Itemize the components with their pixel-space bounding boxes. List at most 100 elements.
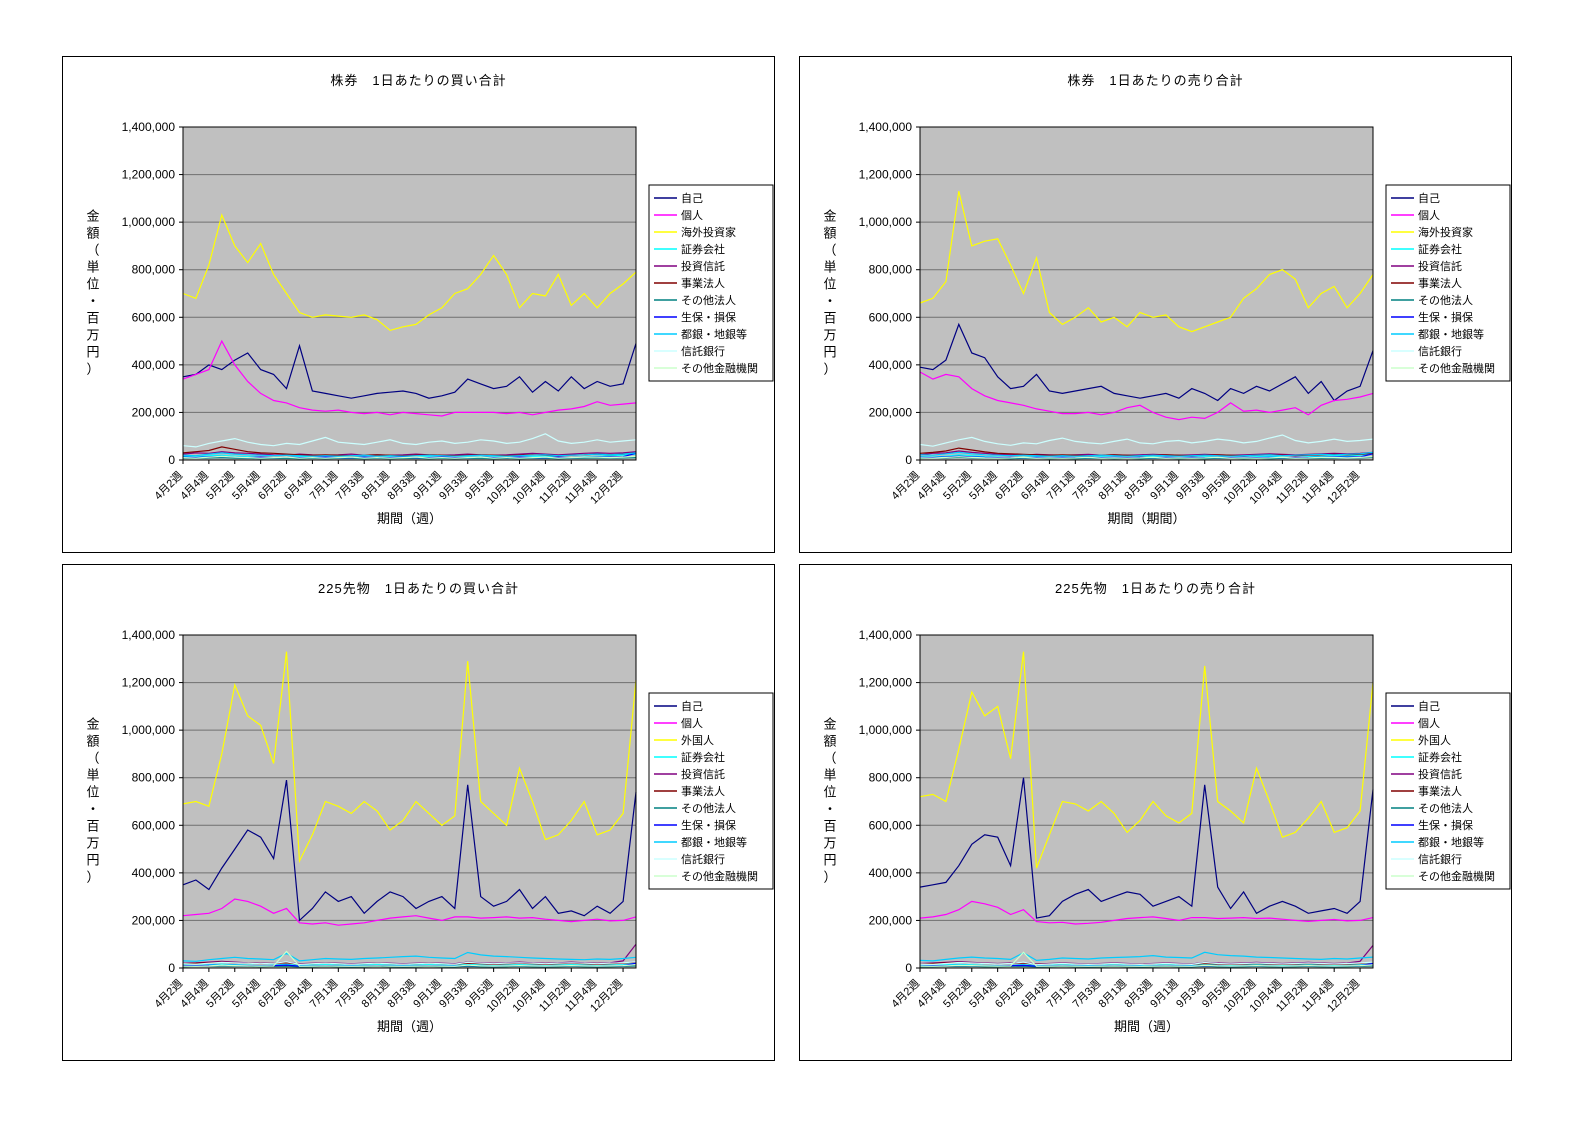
y-axis-title-char: 万 bbox=[823, 328, 836, 343]
y-tick-label: 400,000 bbox=[132, 866, 176, 880]
x-tick-label: 5月4週 bbox=[966, 469, 999, 502]
series-line-個人 bbox=[919, 371, 1374, 421]
legend-label: 個人 bbox=[1418, 209, 1440, 222]
legend-label: 個人 bbox=[1418, 717, 1440, 730]
y-tick-label: 1,200,000 bbox=[122, 168, 176, 182]
legend-label: 事業法人 bbox=[681, 784, 725, 798]
chart-title: 225先物 1日あたりの買い合計 bbox=[318, 581, 519, 596]
series-line-信託銀行 bbox=[182, 961, 637, 966]
x-tick-label: 6月2週 bbox=[992, 977, 1025, 1010]
chart-panel-futures-buy[interactable]: 225先物 1日あたりの買い合計 0 200,000 400,000 600,000 8… bbox=[62, 564, 775, 1061]
y-tick-label: 1,000,000 bbox=[859, 723, 913, 737]
legend-label: 事業法人 bbox=[1418, 276, 1462, 290]
chart-canvas: 0 200,000 400,000 600,000 800,000 1,000,000 1,… bbox=[86, 120, 774, 526]
x-tick-label: 7月3週 bbox=[1070, 469, 1103, 502]
y-axis-title-char: 額 bbox=[823, 226, 836, 241]
x-tick-label: 7月3週 bbox=[1070, 977, 1103, 1010]
x-tick-label: 5月2週 bbox=[940, 977, 973, 1010]
y-axis-title-char: 位 bbox=[86, 785, 99, 800]
y-axis-title-char: 万 bbox=[86, 328, 99, 343]
y-tick-label: 1,200,000 bbox=[859, 168, 913, 182]
chart-canvas: 0 200,000 400,000 600,000 800,000 1,000,000 1,… bbox=[823, 120, 1511, 526]
series-line-自己 bbox=[182, 780, 637, 922]
y-tick-label: 600,000 bbox=[869, 310, 913, 324]
x-tick-label: 6月4週 bbox=[1018, 977, 1051, 1010]
legend-label: 信託銀行 bbox=[681, 344, 725, 358]
chart-panel-futures-sell[interactable]: 225先物 1日あたりの売り合計 0 200,000 400,000 600,000 8… bbox=[799, 564, 1512, 1061]
x-tick-label: 6月4週 bbox=[1018, 469, 1051, 502]
y-axis-title-char: 位 bbox=[823, 785, 836, 800]
series-line-海外投資家 bbox=[919, 191, 1374, 333]
y-axis-title-char: （ bbox=[823, 751, 836, 766]
legend-label: 投資信託 bbox=[681, 259, 725, 273]
y-axis-title-char: ） bbox=[823, 870, 836, 885]
legend-label: 自己 bbox=[1418, 192, 1440, 205]
legend-label: 事業法人 bbox=[681, 276, 725, 290]
x-tick-label: 8月3週 bbox=[1122, 469, 1155, 502]
y-axis-title-char: 単 bbox=[823, 260, 836, 275]
y-tick-label: 600,000 bbox=[132, 310, 176, 324]
series-line-信託銀行 bbox=[919, 961, 1374, 966]
series-line-都銀・地銀等 bbox=[182, 452, 637, 457]
x-axis-title: 期間（週） bbox=[377, 1019, 442, 1034]
y-axis-title-char: 百 bbox=[823, 819, 836, 834]
y-tick-label: 1,000,000 bbox=[122, 723, 176, 737]
chart-canvas: 0 200,000 400,000 600,000 800,000 1,000,000 1,… bbox=[823, 628, 1511, 1034]
y-axis-title-char: 金 bbox=[823, 209, 836, 224]
legend-label: 外国人 bbox=[1418, 734, 1451, 747]
series-line-投資信託 bbox=[182, 451, 637, 456]
legend-label: その他法人 bbox=[681, 801, 736, 815]
x-tick-label: 9月3週 bbox=[1173, 469, 1206, 502]
series-line-外国人 bbox=[919, 651, 1374, 869]
x-tick-label: 8月3週 bbox=[385, 977, 418, 1010]
y-axis-title-char: 百 bbox=[86, 311, 99, 326]
y-axis-title-char: ・ bbox=[86, 802, 99, 817]
x-tick-label: 6月2週 bbox=[992, 469, 1025, 502]
series-line-外国人 bbox=[182, 651, 637, 864]
x-tick-label: 7月1週 bbox=[1044, 469, 1077, 502]
y-axis-title-char: 万 bbox=[823, 836, 836, 851]
legend-label: 生保・損保 bbox=[1418, 818, 1473, 832]
legend-label: その他金融機関 bbox=[1418, 869, 1495, 883]
legend-label: 信託銀行 bbox=[1418, 344, 1462, 358]
x-tick-label: 5月4週 bbox=[229, 977, 262, 1010]
y-axis-title-char: （ bbox=[86, 243, 99, 258]
y-axis-title-char: ） bbox=[823, 362, 836, 377]
series-line-海外投資家 bbox=[182, 213, 637, 332]
y-axis-title-char: ） bbox=[86, 362, 99, 377]
y-tick-label: 400,000 bbox=[869, 358, 913, 372]
y-tick-label: 0 bbox=[168, 961, 175, 975]
x-tick-label: 5月2週 bbox=[940, 469, 973, 502]
chart-title: 株券 1日あたりの買い合計 bbox=[330, 73, 507, 88]
y-tick-label: 200,000 bbox=[869, 913, 913, 927]
series-line-自己 bbox=[919, 322, 1374, 402]
series-line-自己 bbox=[919, 777, 1374, 919]
y-tick-label: 200,000 bbox=[132, 405, 176, 419]
x-tick-label: 8月1週 bbox=[359, 977, 392, 1010]
plot-border bbox=[919, 634, 1374, 969]
legend-label: 生保・損保 bbox=[1418, 310, 1473, 324]
legend-label: 証券会社 bbox=[681, 750, 725, 764]
series-line-都銀・地銀等 bbox=[919, 451, 1374, 457]
x-tick-label: 7月1週 bbox=[1044, 977, 1077, 1010]
x-tick-label: 4月4週 bbox=[178, 469, 211, 502]
legend-label: 自己 bbox=[681, 700, 703, 713]
y-tick-label: 200,000 bbox=[869, 405, 913, 419]
legend-label: 信託銀行 bbox=[681, 852, 725, 866]
x-tick-label: 8月1週 bbox=[1096, 977, 1129, 1010]
y-axis-title-char: 単 bbox=[86, 768, 99, 783]
chart-canvas: 0 200,000 400,000 600,000 800,000 1,000,000 1,… bbox=[86, 628, 774, 1034]
chart-panel-stocks-buy[interactable]: 株券 1日あたりの買い合計 0 200,000 400,000 600,000 800,… bbox=[62, 56, 775, 553]
x-tick-label: 4月4週 bbox=[178, 977, 211, 1010]
chart-title: 株券 1日あたりの売り合計 bbox=[1067, 73, 1244, 88]
y-axis-title-char: 円 bbox=[823, 345, 836, 360]
y-tick-label: 0 bbox=[905, 453, 912, 467]
y-axis-title-char: ・ bbox=[823, 802, 836, 817]
series-line-信託銀行 bbox=[919, 434, 1374, 447]
y-axis-title-char: 単 bbox=[86, 260, 99, 275]
y-tick-label: 400,000 bbox=[132, 358, 176, 372]
chart-panel-stocks-sell[interactable]: 株券 1日あたりの売り合計 0 200,000 400,000 600,000 800,… bbox=[799, 56, 1512, 553]
legend-label: 個人 bbox=[681, 209, 703, 222]
legend-label: 投資信託 bbox=[1418, 767, 1462, 781]
